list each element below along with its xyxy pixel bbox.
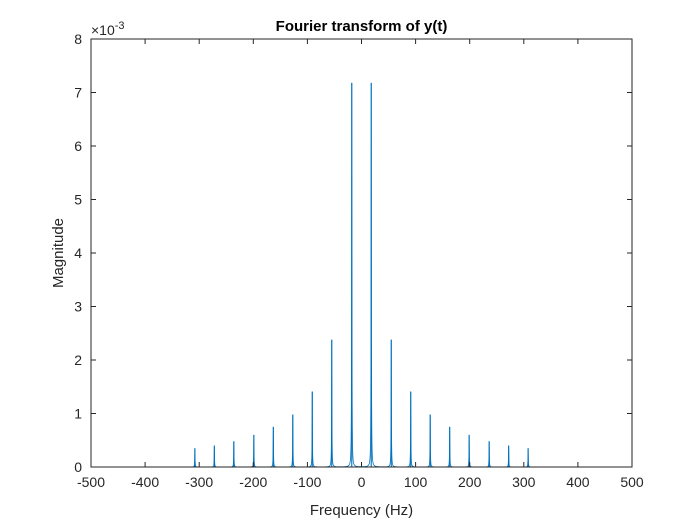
x-tick-label: -100 — [293, 474, 321, 490]
y-tick-label: 3 — [74, 299, 82, 315]
chart-title: Fourier transform of y(t) — [276, 18, 448, 35]
x-tick-label: 500 — [620, 474, 644, 490]
x-tick-label: 300 — [512, 474, 536, 490]
y-axis-exponent-label: ×10-3 — [91, 20, 125, 38]
y-tick-label: 7 — [74, 85, 82, 101]
y-tick-label: 1 — [74, 406, 82, 422]
x-tick-label: -300 — [185, 474, 213, 490]
x-tick-label: -500 — [77, 474, 105, 490]
plot-area — [91, 39, 632, 467]
x-tick-label: 0 — [358, 474, 366, 490]
y-tick-label: 8 — [74, 31, 82, 47]
x-tick-label: 400 — [566, 474, 590, 490]
x-tick-label: 200 — [458, 474, 482, 490]
y-axis-ticks: 0 1 2 3 4 5 6 7 8 — [74, 31, 632, 475]
y-tick-label: 4 — [74, 245, 82, 261]
x-tick-label: -400 — [131, 474, 159, 490]
y-tick-label: 6 — [74, 138, 82, 154]
y-axis-exponent-power: -3 — [115, 20, 125, 32]
y-tick-label: 2 — [74, 352, 82, 368]
x-tick-label: -200 — [239, 474, 267, 490]
x-axis-label: Frequency (Hz) — [310, 502, 413, 519]
y-tick-label: 5 — [74, 192, 82, 208]
y-axis-exponent-base: ×10 — [91, 22, 115, 38]
y-axis-label: Magnitude — [50, 218, 67, 288]
y-tick-label: 0 — [74, 459, 82, 475]
x-tick-label: 100 — [404, 474, 428, 490]
x-axis-ticks: -500 -400 -300 -200 -100 0 100 200 300 400 500 — [77, 39, 644, 490]
